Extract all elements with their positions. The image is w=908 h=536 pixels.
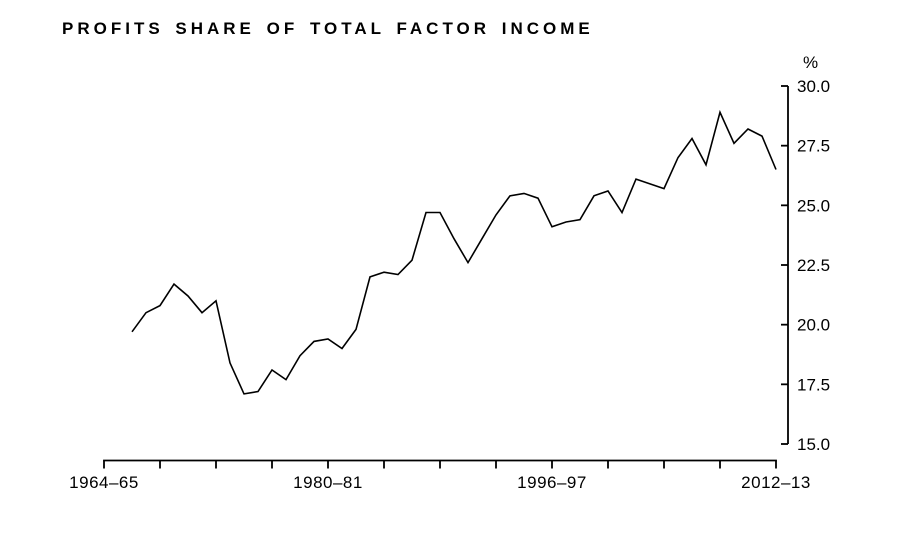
y-axis-unit-label: % <box>803 53 818 72</box>
y-tick-label: 20.0 <box>797 316 830 335</box>
x-tick-label: 1996–97 <box>517 473 587 492</box>
y-tick-label: 30.0 <box>797 77 830 96</box>
x-tick-label: 2012–13 <box>741 473 811 492</box>
y-tick-label: 25.0 <box>797 196 830 215</box>
y-tick-label: 27.5 <box>797 137 830 156</box>
profits-share-series-line <box>131 109 777 395</box>
chart-title: PROFITS SHARE OF TOTAL FACTOR INCOME <box>62 19 594 38</box>
x-tick-label: 1980–81 <box>293 473 363 492</box>
y-tick-label: 22.5 <box>797 256 830 275</box>
x-tick-label: 1964–65 <box>69 473 139 492</box>
y-tick-label: 15.0 <box>797 435 830 454</box>
y-tick-label: 17.5 <box>797 375 830 394</box>
